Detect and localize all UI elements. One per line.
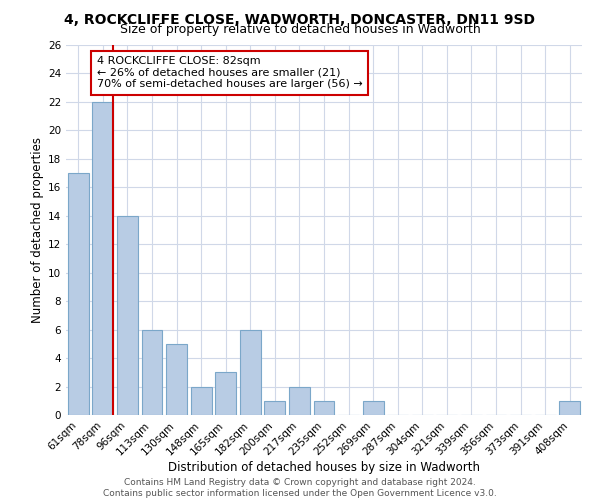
Bar [166,344,187,415]
Bar [559,401,580,415]
Bar [68,173,89,415]
Bar [191,386,212,415]
Text: Contains HM Land Registry data © Crown copyright and database right 2024.
Contai: Contains HM Land Registry data © Crown c… [103,478,497,498]
Text: Size of property relative to detached houses in Wadworth: Size of property relative to detached ho… [119,22,481,36]
X-axis label: Distribution of detached houses by size in Wadworth: Distribution of detached houses by size … [168,461,480,474]
Y-axis label: Number of detached properties: Number of detached properties [31,137,44,323]
Bar [92,102,113,415]
Bar [289,386,310,415]
Bar [142,330,163,415]
Bar [240,330,261,415]
Bar [265,401,286,415]
Text: 4, ROCKCLIFFE CLOSE, WADWORTH, DONCASTER, DN11 9SD: 4, ROCKCLIFFE CLOSE, WADWORTH, DONCASTER… [65,12,536,26]
Bar [362,401,383,415]
Bar [117,216,138,415]
Bar [314,401,334,415]
Bar [215,372,236,415]
Text: 4 ROCKCLIFFE CLOSE: 82sqm
← 26% of detached houses are smaller (21)
70% of semi-: 4 ROCKCLIFFE CLOSE: 82sqm ← 26% of detac… [97,56,363,90]
